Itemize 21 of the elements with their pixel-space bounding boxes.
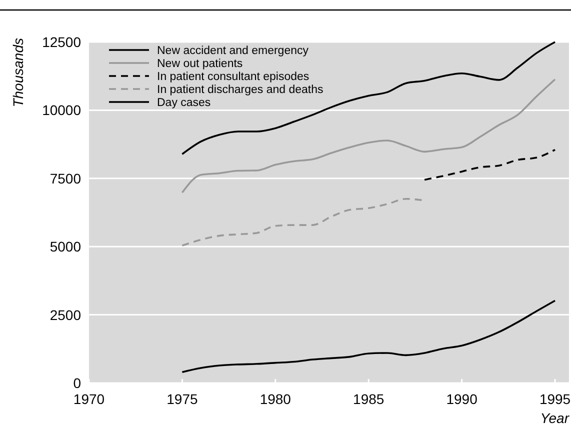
x-tick-label: 1970 [73,391,105,407]
legend-label: New out patients [157,58,243,70]
y-tick-label: 12500 [42,34,82,50]
line-series [424,148,556,181]
y-tick-label: 0 [73,375,82,391]
x-tick-label: 1995 [539,391,571,407]
x-tick-label: 1980 [260,391,292,407]
y-axis-title: Thousands [10,38,26,108]
x-tick-label: 1975 [166,391,198,407]
legend-label: In patient discharges and deaths [157,84,324,96]
x-tick-label: 1985 [353,391,384,407]
legend-label: In patient consultant episodes [157,71,310,83]
y-tick-label: 7500 [50,170,82,186]
legend-label: Day cases [157,97,211,109]
x-axis-title: Year [540,410,570,426]
y-tick-label: 5000 [50,238,82,255]
legend-label: New accident and emergency [157,45,309,57]
y-tick-label: 10000 [42,102,82,118]
y-tick-label: 2500 [50,306,82,323]
line-series [181,300,556,373]
x-tick-label: 1990 [446,391,478,407]
